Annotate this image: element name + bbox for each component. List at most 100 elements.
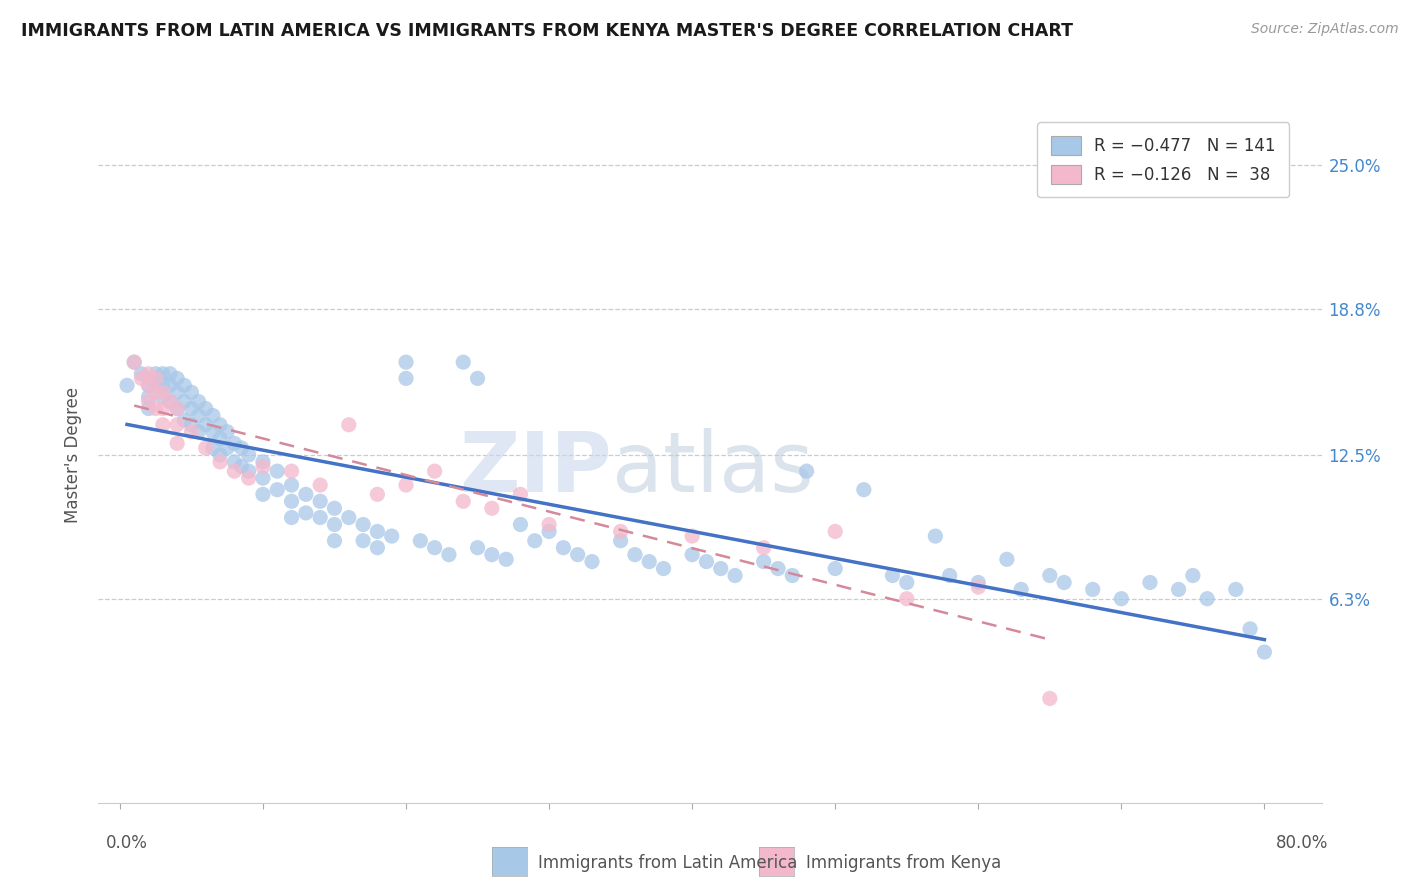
Point: [173, 378, 195, 392]
Point: [323, 533, 346, 548]
Point: [224, 455, 246, 469]
Point: [1039, 568, 1062, 582]
Point: [194, 401, 217, 416]
Point: [309, 478, 332, 492]
Point: [138, 378, 160, 392]
Point: [201, 441, 224, 455]
Point: [208, 455, 231, 469]
Point: [252, 459, 274, 474]
Point: [1181, 568, 1204, 582]
Point: [337, 510, 360, 524]
Point: [238, 464, 260, 478]
Point: [710, 561, 733, 575]
Point: [366, 524, 388, 539]
Point: [208, 417, 231, 432]
Point: [509, 517, 531, 532]
Point: [451, 355, 474, 369]
Point: [187, 409, 209, 423]
Point: [852, 483, 875, 497]
Point: [1010, 582, 1032, 597]
Point: [796, 464, 818, 478]
Point: [995, 552, 1018, 566]
Point: [352, 533, 374, 548]
Point: [553, 541, 575, 555]
Point: [1239, 622, 1261, 636]
Point: [924, 529, 946, 543]
Point: [381, 529, 404, 543]
Point: [724, 568, 747, 582]
Point: [173, 394, 195, 409]
Point: [567, 548, 589, 562]
Text: ZIP: ZIP: [460, 428, 612, 509]
Point: [481, 548, 503, 562]
Point: [238, 471, 260, 485]
Point: [224, 436, 246, 450]
Point: [323, 517, 346, 532]
Point: [323, 501, 346, 516]
Point: [337, 417, 360, 432]
Point: [652, 561, 675, 575]
Point: [194, 441, 217, 455]
Point: [152, 417, 174, 432]
Point: [467, 541, 489, 555]
Point: [695, 555, 717, 569]
Point: [166, 401, 188, 416]
Point: [495, 552, 517, 566]
Point: [1139, 575, 1161, 590]
Point: [280, 510, 302, 524]
Point: [131, 367, 153, 381]
Point: [122, 355, 145, 369]
Point: [766, 561, 789, 575]
Point: [145, 378, 167, 392]
Point: [159, 394, 181, 409]
Point: [180, 425, 202, 439]
Point: [295, 506, 318, 520]
Point: [581, 555, 603, 569]
Point: [467, 371, 489, 385]
Point: [252, 455, 274, 469]
Point: [681, 548, 703, 562]
Point: [451, 494, 474, 508]
Point: [238, 448, 260, 462]
Point: [624, 548, 647, 562]
Point: [280, 494, 302, 508]
Point: [173, 413, 195, 427]
Point: [280, 478, 302, 492]
Point: [1197, 591, 1219, 606]
Point: [138, 367, 160, 381]
Text: 80.0%: 80.0%: [1277, 834, 1329, 852]
Point: [208, 448, 231, 462]
Y-axis label: Master's Degree: Master's Degree: [65, 387, 83, 523]
Point: [252, 471, 274, 485]
Point: [152, 385, 174, 400]
Point: [1167, 582, 1189, 597]
Point: [145, 367, 167, 381]
Point: [309, 510, 332, 524]
Point: [782, 568, 804, 582]
Point: [145, 371, 167, 385]
Point: [1225, 582, 1247, 597]
Point: [224, 464, 246, 478]
Text: Immigrants from Latin America: Immigrants from Latin America: [538, 854, 797, 871]
Point: [423, 541, 446, 555]
Point: [896, 591, 918, 606]
Point: [166, 417, 188, 432]
Point: [1039, 691, 1062, 706]
Point: [609, 533, 631, 548]
Point: [159, 394, 181, 409]
Point: [395, 478, 418, 492]
Point: [423, 464, 446, 478]
Point: [217, 425, 239, 439]
Text: IMMIGRANTS FROM LATIN AMERICA VS IMMIGRANTS FROM KENYA MASTER'S DEGREE CORRELATI: IMMIGRANTS FROM LATIN AMERICA VS IMMIGRA…: [21, 22, 1073, 40]
Point: [538, 524, 561, 539]
Text: atlas: atlas: [612, 428, 814, 509]
Point: [115, 378, 138, 392]
Point: [266, 464, 288, 478]
Point: [159, 378, 181, 392]
Point: [1253, 645, 1275, 659]
Point: [309, 494, 332, 508]
Point: [437, 548, 460, 562]
Point: [138, 394, 160, 409]
Point: [217, 441, 239, 455]
Point: [824, 524, 846, 539]
